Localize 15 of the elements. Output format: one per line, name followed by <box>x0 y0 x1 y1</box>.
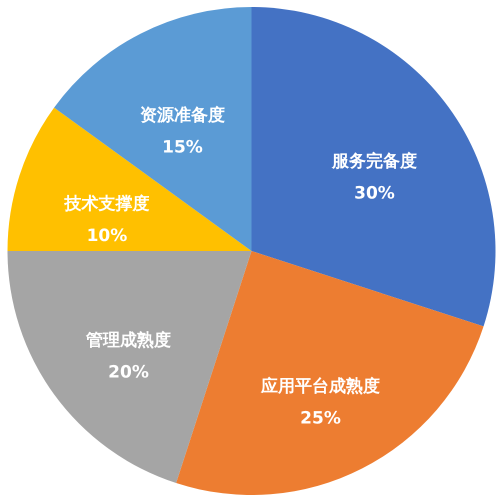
pie-slice <box>54 7 252 251</box>
pie-slice <box>252 7 496 326</box>
slice-label: 技术支撑度 <box>63 194 150 214</box>
pie-slice <box>8 251 252 484</box>
data-label: 10% <box>86 226 128 246</box>
data-label: 30% <box>354 184 395 204</box>
data-label: 20% <box>108 362 149 382</box>
pie-slice <box>8 108 252 251</box>
pie-slice <box>176 251 484 495</box>
slice-label: 应用平台成熟度 <box>260 376 380 396</box>
slice-label: 服务完备度 <box>330 152 417 172</box>
slice-label: 资源准备度 <box>140 106 225 126</box>
data-label: 15% <box>162 138 203 158</box>
slice-label: 管理成熟度 <box>85 330 172 350</box>
data-label: 25% <box>300 408 341 428</box>
